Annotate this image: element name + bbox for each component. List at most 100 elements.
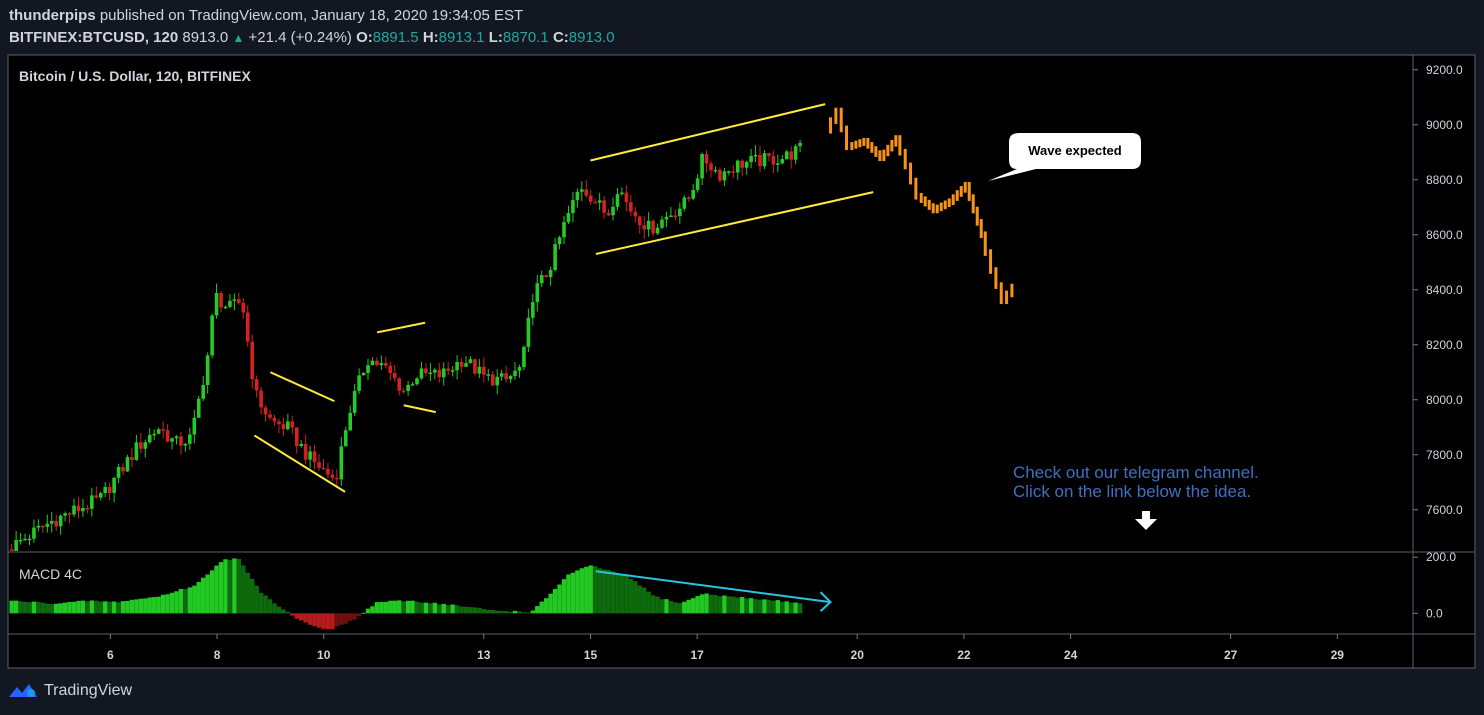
projection-bar <box>967 181 971 201</box>
macd-bar <box>54 603 59 614</box>
candle-body <box>575 191 580 201</box>
macd-bar <box>633 581 638 614</box>
macd-bar <box>771 600 776 614</box>
macd-bar <box>606 569 611 614</box>
candle-body <box>41 525 45 528</box>
channel-lower-line[interactable] <box>595 191 874 255</box>
candle-body <box>384 362 388 366</box>
macd-bar <box>503 611 509 614</box>
flag2-lower-line[interactable] <box>403 404 436 414</box>
macd-bar <box>766 599 772 614</box>
candle-body <box>433 369 437 373</box>
footer-brand[interactable]: TradingView <box>44 682 133 699</box>
tradingview-logo-icon[interactable] <box>8 682 38 700</box>
candle-body <box>722 171 727 181</box>
candle-body <box>615 194 620 207</box>
macd-bar <box>62 602 68 614</box>
macd-bar <box>22 601 28 614</box>
candle-body <box>793 146 798 160</box>
macd-bar <box>13 600 19 614</box>
macd-bar <box>535 606 540 614</box>
candle-body <box>130 457 134 461</box>
macd-bar <box>160 594 166 614</box>
macd-bar <box>454 605 460 614</box>
candle-body <box>548 270 553 278</box>
candle-body <box>36 525 41 528</box>
macd-bar <box>459 606 464 614</box>
macd-bar <box>71 601 77 614</box>
macd-bar <box>178 589 184 614</box>
price-tick-label: 9000.0 <box>1426 118 1463 132</box>
macd-bar <box>45 603 50 614</box>
macd-bar <box>757 599 763 614</box>
flag2-upper-line[interactable] <box>376 321 426 334</box>
macd-bar <box>601 569 607 614</box>
macd-bar <box>530 610 536 614</box>
macd-bar <box>303 613 308 623</box>
candle-body <box>112 477 116 493</box>
time-axis[interactable]: 6 8 10 13 15 17 20 22 24 27 29 <box>107 634 1344 662</box>
macd-bar <box>557 584 562 614</box>
channel-upper-line[interactable] <box>590 103 826 162</box>
macd-bar <box>396 600 402 614</box>
time-tick-label: 6 <box>107 648 114 662</box>
candle-body <box>415 378 419 385</box>
macd-bar <box>156 596 161 614</box>
projection-bar <box>919 192 923 203</box>
macd-bar <box>18 601 23 614</box>
candle-body <box>245 312 250 342</box>
macd-bar <box>356 613 362 617</box>
candle-body <box>455 361 459 371</box>
price-tick-label: 7800.0 <box>1426 448 1463 462</box>
candle-body <box>446 368 450 371</box>
candle-body <box>183 443 188 446</box>
candle-body <box>352 390 357 413</box>
author-name[interactable]: thunderpips <box>9 7 96 24</box>
macd-bar <box>797 603 803 614</box>
flag1-lower-line[interactable] <box>253 434 346 493</box>
candle-body <box>642 225 646 230</box>
candle-body <box>272 417 277 422</box>
flag1-upper-line[interactable] <box>269 371 335 403</box>
candle-body <box>107 486 112 493</box>
price-axis[interactable]: 9200.0 9000.0 8800.0 8600.0 8400.0 8200.0 8000… <box>1413 63 1463 517</box>
divergence-arrow-line[interactable] <box>595 570 831 604</box>
footer: TradingView <box>8 682 132 700</box>
projection-bar <box>894 135 898 147</box>
macd-bar <box>272 603 277 614</box>
macd-bar <box>748 598 754 614</box>
candle-body <box>330 474 335 478</box>
candle-body <box>357 375 361 391</box>
candle-body <box>691 189 695 199</box>
macd-bar <box>539 601 544 614</box>
macd-bar <box>223 559 228 614</box>
candle-body <box>223 306 228 309</box>
projection-bar <box>839 107 843 133</box>
macd-bar <box>704 593 709 614</box>
macd-bar <box>116 602 121 614</box>
projection-bar <box>935 204 939 214</box>
macd-tick-label: 0.0 <box>1426 606 1443 620</box>
macd-bar <box>374 602 380 614</box>
macd-bar <box>637 585 642 614</box>
candle-body <box>232 299 237 301</box>
candle-body <box>335 477 339 480</box>
macd-bar <box>9 600 14 614</box>
open-label: O: <box>356 29 373 46</box>
candle-body <box>753 154 758 157</box>
candle-body <box>459 361 464 367</box>
candle-body <box>749 155 753 162</box>
projection-bar <box>947 198 951 208</box>
macd-bar <box>575 570 580 614</box>
candle-body <box>388 365 393 374</box>
macd-bar <box>793 602 798 614</box>
price-tick-label: 8600.0 <box>1426 228 1463 242</box>
candle-body <box>597 200 602 203</box>
candle-body <box>428 372 433 375</box>
macd-bar <box>49 603 54 614</box>
macd-bar <box>441 603 446 614</box>
macd-bar <box>245 572 250 614</box>
projection-bar <box>994 267 998 289</box>
candle-body <box>499 373 504 377</box>
